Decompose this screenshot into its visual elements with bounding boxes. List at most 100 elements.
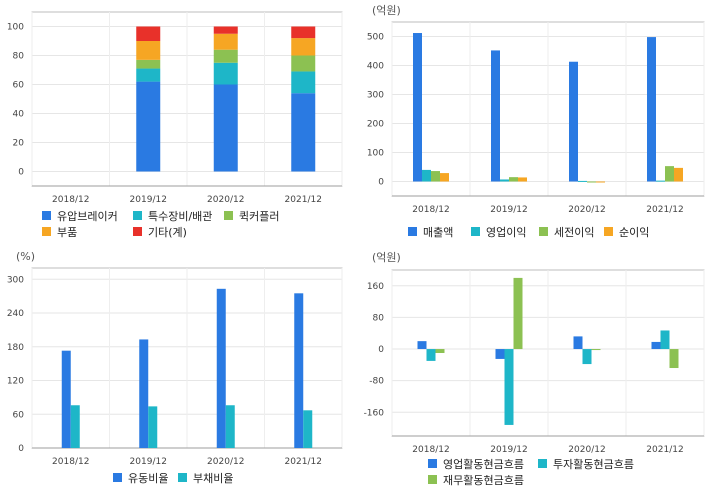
legend-label: 기타(계) bbox=[148, 226, 187, 239]
bar bbox=[513, 277, 523, 350]
bar bbox=[578, 180, 587, 182]
bar bbox=[500, 179, 509, 182]
legend-label: 순이익 bbox=[619, 226, 649, 239]
bar bbox=[291, 26, 316, 39]
bar bbox=[413, 33, 422, 182]
x-tick-label: 2020/12 bbox=[207, 195, 244, 205]
y-tick-label: 60 bbox=[13, 410, 25, 420]
legend-swatch bbox=[133, 211, 142, 220]
x-tick-label: 2018/12 bbox=[52, 195, 89, 205]
y-tick-label: 120 bbox=[7, 377, 24, 387]
chart-panel-1: 0 20 40 60 80 100 2018/12 2019/12 2020/12 2021/12… bbox=[7, 11, 343, 239]
x-tick-label: 2018/12 bbox=[412, 205, 449, 215]
bar bbox=[587, 181, 596, 183]
legend-swatch bbox=[113, 473, 122, 482]
legend-label: 퀵커플러 bbox=[239, 210, 279, 223]
x-tick-label: 2019/12 bbox=[490, 205, 527, 215]
bar bbox=[495, 349, 505, 359]
y-tick-label: 500 bbox=[367, 33, 384, 43]
legend-label: 유동비율 bbox=[128, 472, 168, 485]
x-tick-label: 2021/12 bbox=[646, 205, 683, 215]
y-tick-label: -80 bbox=[369, 377, 384, 387]
legend-swatch bbox=[428, 459, 437, 468]
legend-label: 세전이익 bbox=[554, 226, 594, 239]
y-tick-label: 160 bbox=[367, 282, 384, 292]
y-tick-label: 180 bbox=[7, 343, 24, 353]
bar bbox=[213, 26, 238, 34]
bar bbox=[136, 41, 161, 60]
bar bbox=[435, 349, 445, 353]
y-tick-label: 40 bbox=[13, 110, 25, 120]
y-tick-label: 100 bbox=[7, 23, 24, 33]
bar bbox=[651, 341, 661, 350]
x-tick-label: 2020/12 bbox=[207, 457, 244, 467]
x-tick-label: 2021/12 bbox=[285, 195, 322, 205]
legend-swatch bbox=[42, 227, 51, 236]
x-tick-label: 2019/12 bbox=[130, 195, 167, 205]
bar bbox=[213, 62, 238, 85]
legend-swatch bbox=[42, 211, 51, 220]
bar bbox=[647, 37, 656, 182]
bar bbox=[582, 349, 592, 365]
y-tick-label: 20 bbox=[13, 139, 25, 149]
x-tick-label: 2019/12 bbox=[490, 445, 527, 455]
bar bbox=[291, 93, 316, 172]
x-tick-label: 2019/12 bbox=[130, 457, 167, 467]
legend-swatch bbox=[428, 475, 437, 484]
y-tick-label: 60 bbox=[13, 81, 25, 91]
bar bbox=[596, 181, 605, 183]
x-tick-label: 2021/12 bbox=[646, 445, 683, 455]
chart-panel-3: 0 60 120 180 240 300 2018/12 2019/12 2020/12 2021… bbox=[7, 250, 343, 485]
legend-swatch bbox=[604, 227, 613, 236]
y-tick-label: 300 bbox=[367, 91, 384, 101]
y-tick-label: 80 bbox=[373, 313, 385, 323]
legend-swatch bbox=[224, 211, 233, 220]
legend-swatch bbox=[178, 473, 187, 482]
legend-swatch bbox=[133, 227, 142, 236]
bar bbox=[136, 81, 161, 172]
y-tick-label: 0 bbox=[18, 168, 24, 178]
legend-label: 영업활동현금흐름 bbox=[443, 457, 524, 471]
bar bbox=[665, 166, 674, 182]
x-tick-label: 2020/12 bbox=[568, 205, 605, 215]
bar bbox=[213, 33, 238, 50]
bar bbox=[669, 349, 679, 369]
bar bbox=[674, 167, 683, 182]
x-tick-label: 2018/12 bbox=[412, 445, 449, 455]
y-tick-label: 0 bbox=[378, 178, 384, 188]
bar bbox=[656, 180, 665, 182]
bar bbox=[61, 350, 71, 448]
bar bbox=[660, 330, 670, 350]
legend-swatch bbox=[408, 227, 417, 236]
y-tick-label: 100 bbox=[367, 149, 384, 159]
bar bbox=[591, 349, 601, 351]
bar bbox=[491, 50, 500, 182]
bar bbox=[148, 406, 158, 448]
unit-label: (억원) bbox=[372, 4, 401, 17]
bar bbox=[303, 410, 313, 448]
bar bbox=[213, 84, 238, 172]
bar bbox=[426, 349, 436, 361]
bar bbox=[139, 339, 149, 448]
unit-label: (%) bbox=[16, 250, 35, 263]
bar bbox=[294, 293, 304, 448]
legend-label: 투자활동현금흐름 bbox=[553, 457, 634, 471]
legend-swatch bbox=[471, 227, 480, 236]
bar bbox=[136, 59, 161, 69]
legend-label: 영업이익 bbox=[486, 226, 526, 239]
legend-swatch bbox=[539, 227, 548, 236]
y-tick-label: 300 bbox=[7, 275, 24, 285]
y-tick-label: 200 bbox=[367, 120, 384, 130]
bar bbox=[291, 71, 316, 94]
legend-label: 부채비율 bbox=[193, 472, 233, 485]
bar bbox=[136, 26, 161, 41]
x-tick-label: 2021/12 bbox=[285, 457, 322, 467]
chart-panel-2: 0 100 200 300 400 500 2018/12 2019/12 2020/12 202… bbox=[367, 4, 705, 239]
bar bbox=[70, 405, 80, 448]
bar bbox=[291, 38, 316, 56]
y-tick-label: 80 bbox=[13, 52, 25, 62]
y-tick-label: 0 bbox=[378, 345, 384, 355]
legend-label: 유압브레이커 bbox=[57, 210, 118, 223]
bar bbox=[509, 177, 518, 182]
